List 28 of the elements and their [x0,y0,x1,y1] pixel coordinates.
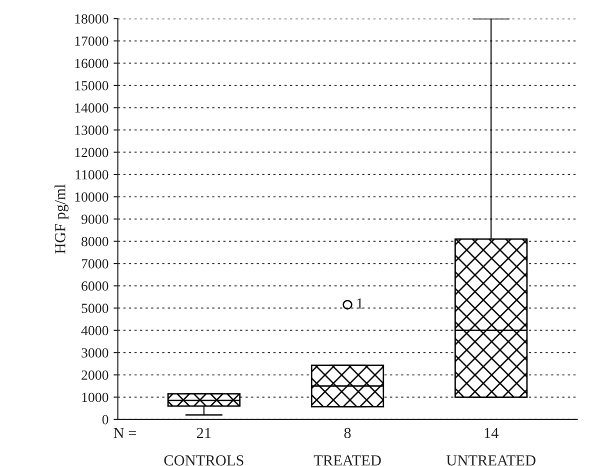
text: N = [114,428,136,438]
text: 14 [484,428,498,438]
y-tick-label: 5000 [82,304,108,314]
annotation: 1 [357,298,363,308]
y-tick-label: 15000 [75,81,108,90]
y-tick-label: 1000 [82,392,108,402]
y-tick-label: 3000 [82,348,108,358]
y-axis-title: HGF pg/ml [54,184,68,254]
text: 8 [344,428,351,438]
y-tick-label: 2000 [82,370,108,380]
y-tick-label: 14000 [75,103,108,113]
y-tick-label: 18000 [75,14,108,24]
y-tick-label: 9000 [81,214,108,224]
y-tick-label: 0 [102,414,108,424]
y-tick-label: 12000 [75,148,108,158]
y-tick-label: 6000 [82,281,108,291]
y-tick-label: 7000 [82,259,108,269]
y-tick-label: 8000 [82,236,108,246]
y-tick-label: 4000 [81,326,108,336]
y-tick-label: 13000 [75,126,108,135]
x-tick-label: CONTROLS [164,455,244,466]
y-tick-label: 17000 [75,36,108,46]
x-tick-label: UNTREATED [446,455,536,466]
x-tick-label: TREATED [314,455,381,466]
text: 21 [196,428,211,438]
y-tick-label: 11000 [76,170,108,180]
y-tick-label: 16000 [75,58,108,68]
y-tick-label: 10000 [75,192,108,202]
